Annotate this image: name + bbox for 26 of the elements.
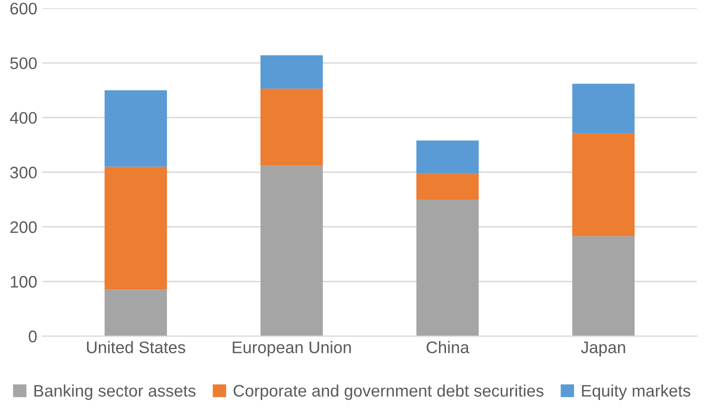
bar	[416, 140, 479, 174]
y-tick-label: 400	[10, 112, 37, 124]
x-tick-label: United States	[87, 341, 186, 354]
bar	[104, 90, 167, 167]
legend-label: Corporate and government debt securities	[234, 384, 544, 400]
bar	[260, 166, 323, 336]
bar	[104, 166, 167, 290]
y-tick-label: 500	[10, 57, 37, 70]
bar	[572, 133, 635, 236]
bar	[416, 174, 479, 200]
x-tick-label: European Union	[232, 341, 351, 357]
bar	[260, 55, 323, 89]
bar	[572, 236, 635, 336]
legend-label: Banking sector assets	[34, 384, 196, 400]
y-tick-label: 100	[10, 276, 37, 288]
bar	[416, 200, 479, 336]
y-tick-label: 600	[10, 2, 37, 15]
y-tick-label: 300	[10, 166, 37, 178]
bar	[104, 290, 167, 336]
y-tick-label: 0	[28, 330, 37, 342]
bar	[572, 84, 635, 134]
y-tick-label: 200	[10, 221, 37, 234]
bar	[260, 88, 323, 166]
legend-label: Equity markets	[582, 384, 690, 400]
x-tick-label: Japan	[580, 342, 626, 357]
x-tick-label: China	[426, 341, 470, 354]
